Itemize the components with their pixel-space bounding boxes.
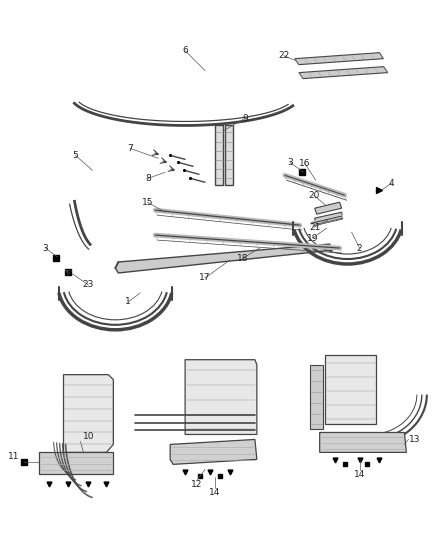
Polygon shape <box>310 365 323 430</box>
Text: 15: 15 <box>141 198 153 207</box>
Text: 21: 21 <box>309 223 320 232</box>
Text: 23: 23 <box>83 280 94 289</box>
Text: 20: 20 <box>308 191 319 200</box>
Polygon shape <box>115 244 332 273</box>
Text: 3: 3 <box>287 158 293 167</box>
Text: 4: 4 <box>389 179 394 188</box>
Text: 7: 7 <box>127 144 133 153</box>
Text: 3: 3 <box>42 244 49 253</box>
Text: 22: 22 <box>278 51 290 60</box>
Text: 9: 9 <box>242 114 248 123</box>
Text: 2: 2 <box>357 244 362 253</box>
Text: 10: 10 <box>83 432 94 441</box>
Text: 1: 1 <box>125 297 131 306</box>
Polygon shape <box>225 125 233 185</box>
Text: 5: 5 <box>73 151 78 160</box>
Polygon shape <box>314 212 343 224</box>
Text: 11: 11 <box>8 452 19 461</box>
Text: 12: 12 <box>191 480 203 489</box>
Polygon shape <box>215 125 223 185</box>
Polygon shape <box>325 355 377 424</box>
Text: 17: 17 <box>199 273 211 282</box>
Text: 8: 8 <box>145 174 151 183</box>
Text: 19: 19 <box>307 233 318 243</box>
Polygon shape <box>185 360 257 434</box>
Text: 13: 13 <box>409 435 420 444</box>
Polygon shape <box>314 202 342 214</box>
Polygon shape <box>39 453 113 474</box>
Polygon shape <box>170 439 257 464</box>
Text: 18: 18 <box>237 254 249 263</box>
Text: 16: 16 <box>299 159 311 168</box>
Polygon shape <box>299 67 388 78</box>
Text: 14: 14 <box>354 470 365 479</box>
Text: 14: 14 <box>209 488 221 497</box>
Text: 6: 6 <box>182 46 188 55</box>
Polygon shape <box>64 375 113 453</box>
Polygon shape <box>295 53 384 64</box>
Polygon shape <box>320 432 406 453</box>
